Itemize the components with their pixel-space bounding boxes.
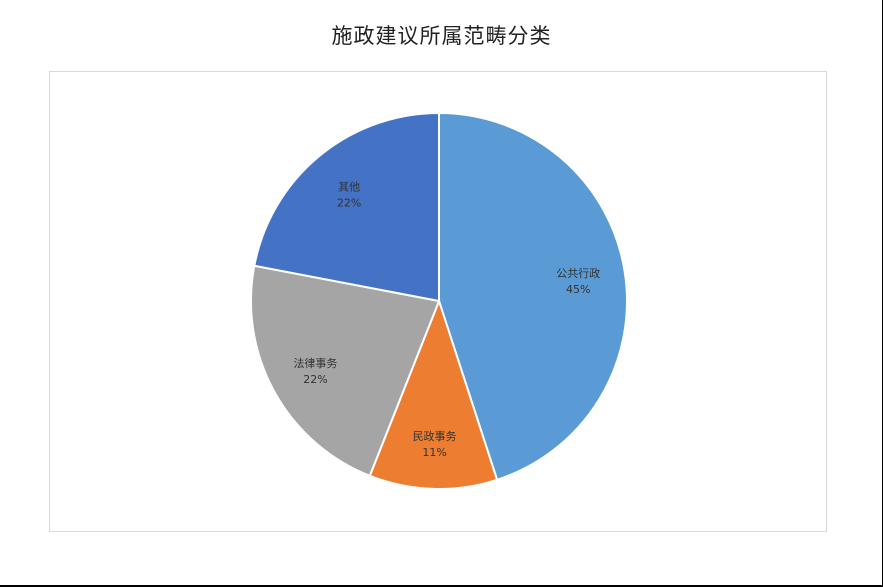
slice-percent-label: 11% (422, 446, 446, 459)
slice-percent-label: 45% (566, 283, 590, 296)
pie-slice-4 (253, 111, 440, 303)
pie-slice-2 (368, 298, 499, 490)
slice-category-label: 其他 (338, 180, 360, 193)
slice-category-label: 法律事务 (293, 356, 337, 370)
pie-slice-1 (438, 111, 628, 482)
slice-percent-label: 22% (303, 373, 327, 386)
plot-area (49, 71, 827, 532)
slice-category-label: 民政事务 (413, 429, 457, 443)
pie-slice-3 (250, 264, 441, 478)
slice-percent-label: 22% (337, 196, 361, 209)
chart-title: 施政建议所属范畴分类 (331, 24, 552, 48)
slice-category-label: 公共行政 (556, 266, 600, 280)
